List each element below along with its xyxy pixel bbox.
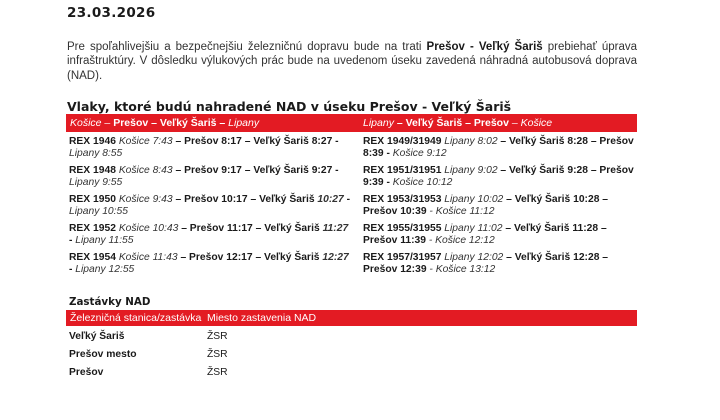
text-segment: Lipany 9:55: [69, 177, 123, 189]
text-segment: Košice 8:43: [118, 164, 173, 176]
text-segment: REX 1954: [69, 251, 119, 263]
stops-table-header: Železničná stanica/zastávka Miesto zasta…: [66, 309, 637, 326]
text-segment: Lipany: [228, 116, 260, 129]
text-segment: REX 1949/31949: [363, 135, 445, 147]
text-segment: Prešov – Veľký Šariš –: [113, 116, 229, 129]
text-segment: Lipany 9:02: [444, 164, 498, 176]
text-segment: Lipany 8:55: [69, 148, 123, 160]
text-segment: REX 1955/31955: [363, 222, 445, 234]
text-segment: Lipany 10:55: [69, 206, 128, 218]
text-segment: – Veľký Šariš 9:28 – Prešov 9:39 -: [363, 164, 634, 189]
trains-heading: Vlaky, ktoré budú nahradené NAD v úseku …: [67, 98, 512, 114]
stops-col-station: Železničná stanica/zastávka: [70, 311, 202, 324]
text-segment: Lipany 12:02: [444, 251, 504, 263]
intro-route: Prešov - Veľký Šariš: [426, 41, 543, 53]
train-entry: REX 1950 Košice 9:43 – Prešov 10:17 – Ve…: [69, 194, 351, 219]
train-entry: REX 1946 Košice 7:43 – Prešov 8:17 – Veľ…: [69, 136, 351, 161]
direction-header-kosice-lipany: Košice – Prešov – Veľký Šariš – Lipany: [66, 117, 359, 129]
text-segment: 11:27: [322, 222, 349, 234]
text-segment: – Veľký Šariš 12:28 – Prešov 12:39: [363, 251, 609, 276]
text-segment: Lipany: [363, 116, 394, 129]
direction-header-lipany-kosice: Lipany – Veľký Šariš – Prešov – Košice: [359, 117, 552, 129]
text-segment: REX 1950: [69, 193, 119, 205]
text-segment: - Košice 13:12: [426, 264, 496, 276]
text-segment: Lipany 11:55: [75, 235, 134, 247]
text-segment: – Prešov 10:17 – Veľký Šariš: [172, 193, 318, 205]
text-segment: Košice 10:12: [392, 177, 453, 189]
text-segment: Lipany 12:55: [75, 264, 135, 276]
station-name: Veľký Šariš: [69, 330, 125, 342]
text-segment: REX 1957/31957: [363, 251, 445, 263]
text-segment: REX 1952: [69, 222, 119, 234]
text-segment: 10:27: [317, 193, 344, 205]
stops-heading: Zastávky NAD: [69, 295, 151, 308]
trains-table-header: Košice – Prešov – Veľký Šariš – Lipany L…: [66, 113, 637, 132]
train-entry: REX 1955/31955 Lipany 11:02 – Veľký Šari…: [363, 223, 637, 248]
stop-place: ŽSR: [207, 348, 228, 360]
text-segment: Košice –: [70, 116, 114, 129]
trains-table: REX 1946 Košice 7:43 – Prešov 8:17 – Veľ…: [66, 136, 637, 281]
stops-row: Prešov mesto ŽSR: [69, 346, 637, 364]
train-entry: REX 1948 Košice 8:43 – Prešov 9:17 – Veľ…: [69, 165, 351, 190]
text-segment: 12:27: [322, 251, 349, 263]
text-segment: Košice 9:12: [392, 148, 447, 160]
station-name: Prešov: [69, 366, 104, 378]
text-segment: Košice 7:43: [118, 135, 173, 147]
text-segment: – Prešov 9:17 – Veľký Šariš 9:27 -: [172, 164, 339, 176]
text-segment: - Košice 11:12: [426, 206, 495, 218]
train-entry: REX 1954 Košice 11:43 – Prešov 12:17 – V…: [69, 252, 351, 277]
station-name: Prešov mesto: [69, 348, 137, 360]
text-segment: - Košice 12:12: [425, 235, 495, 247]
train-entry: REX 1957/31957 Lipany 12:02 – Veľký Šari…: [363, 252, 637, 277]
stops-col-place: Miesto zastavenia NAD: [207, 311, 317, 324]
text-segment: REX 1951/31951: [363, 164, 445, 176]
notice-date: 23.03.2026: [67, 5, 156, 21]
text-segment: – Košice: [508, 116, 553, 129]
text-segment: -: [343, 193, 351, 205]
text-segment: – Prešov 11:17 – Veľký Šariš: [178, 222, 323, 234]
text-segment: – Veľký Šariš 11:28 – Prešov 11:39: [363, 222, 607, 247]
text-segment: REX 1953/31953: [363, 193, 445, 205]
text-segment: – Veľký Šariš 10:28 – Prešov 10:39: [363, 193, 609, 218]
intro-paragraph: Pre spoľahlivejšiu a bezpečnejšiu železn…: [66, 40, 637, 83]
stops-row: Prešov ŽSR: [69, 364, 637, 382]
text-segment: REX 1948: [69, 164, 119, 176]
intro-text-after: prebiehať úprava infraštruktúry. V dôsle…: [67, 41, 638, 82]
text-segment: -: [69, 235, 76, 247]
text-segment: Lipany 10:02: [444, 193, 504, 205]
train-entry: REX 1951/31951 Lipany 9:02 – Veľký Šariš…: [363, 165, 637, 190]
stops-row: Veľký Šariš ŽSR: [69, 328, 637, 346]
text-segment: Lipany 8:02: [444, 135, 498, 147]
text-segment: Košice 9:43: [118, 193, 173, 205]
trains-column-lipany-kosice: REX 1949/31949 Lipany 8:02 – Veľký Šariš…: [359, 136, 637, 281]
text-segment: Košice 10:43: [118, 222, 179, 234]
text-segment: – Prešov 8:17 – Veľký Šariš 8:27 -: [172, 135, 339, 147]
text-segment: -: [69, 264, 76, 276]
text-segment: – Prešov 12:17 – Veľký Šariš: [177, 251, 323, 263]
train-entry: REX 1949/31949 Lipany 8:02 – Veľký Šariš…: [363, 136, 637, 161]
text-segment: REX 1946: [69, 135, 119, 147]
text-segment: – Veľký Šariš 8:28 – Prešov 8:39 -: [363, 135, 634, 160]
text-segment: Lipany 11:02: [444, 222, 503, 234]
stops-table: Veľký Šariš ŽSR Prešov mesto ŽSR Prešov ŽSR: [66, 328, 637, 382]
notice-page: 23.03.2026 Pre spoľahlivejšiu a bezpečne…: [66, 5, 637, 382]
trains-column-kosice-lipany: REX 1946 Košice 7:43 – Prešov 8:17 – Veľ…: [66, 136, 359, 281]
train-entry: REX 1952 Košice 10:43 – Prešov 11:17 – V…: [69, 223, 351, 248]
intro-text-before: Pre spoľahlivejšiu a bezpečnejšiu železn…: [67, 41, 427, 53]
stop-place: ŽSR: [207, 330, 228, 342]
stop-place: ŽSR: [207, 366, 228, 378]
text-segment: Košice 11:43: [118, 251, 178, 263]
train-entry: REX 1953/31953 Lipany 10:02 – Veľký Šari…: [363, 194, 637, 219]
text-segment: – Veľký Šariš – Prešov: [393, 116, 509, 129]
